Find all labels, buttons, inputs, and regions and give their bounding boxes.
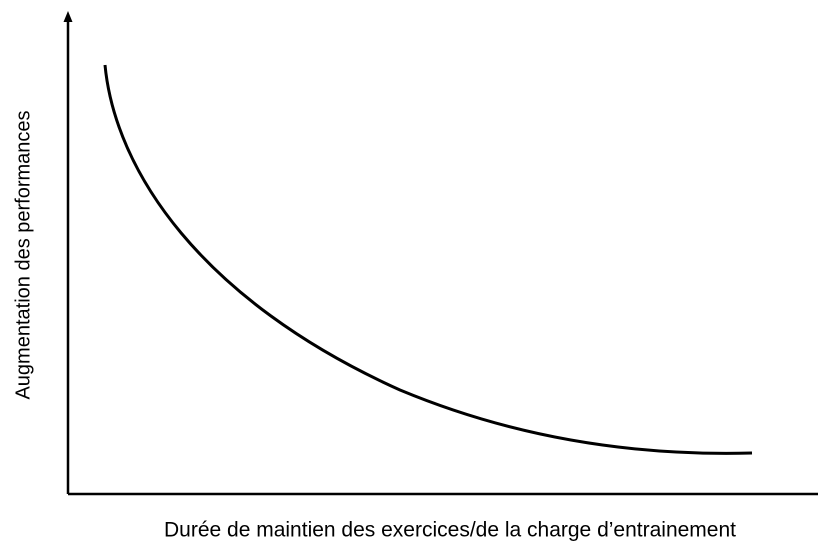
curve xyxy=(103,64,753,455)
x-axis-label: Durée de maintien des exercices/de la ch… xyxy=(164,519,736,542)
y-axis-arrow xyxy=(63,11,73,22)
y-axis-label: Augmentation des performances xyxy=(12,110,34,399)
